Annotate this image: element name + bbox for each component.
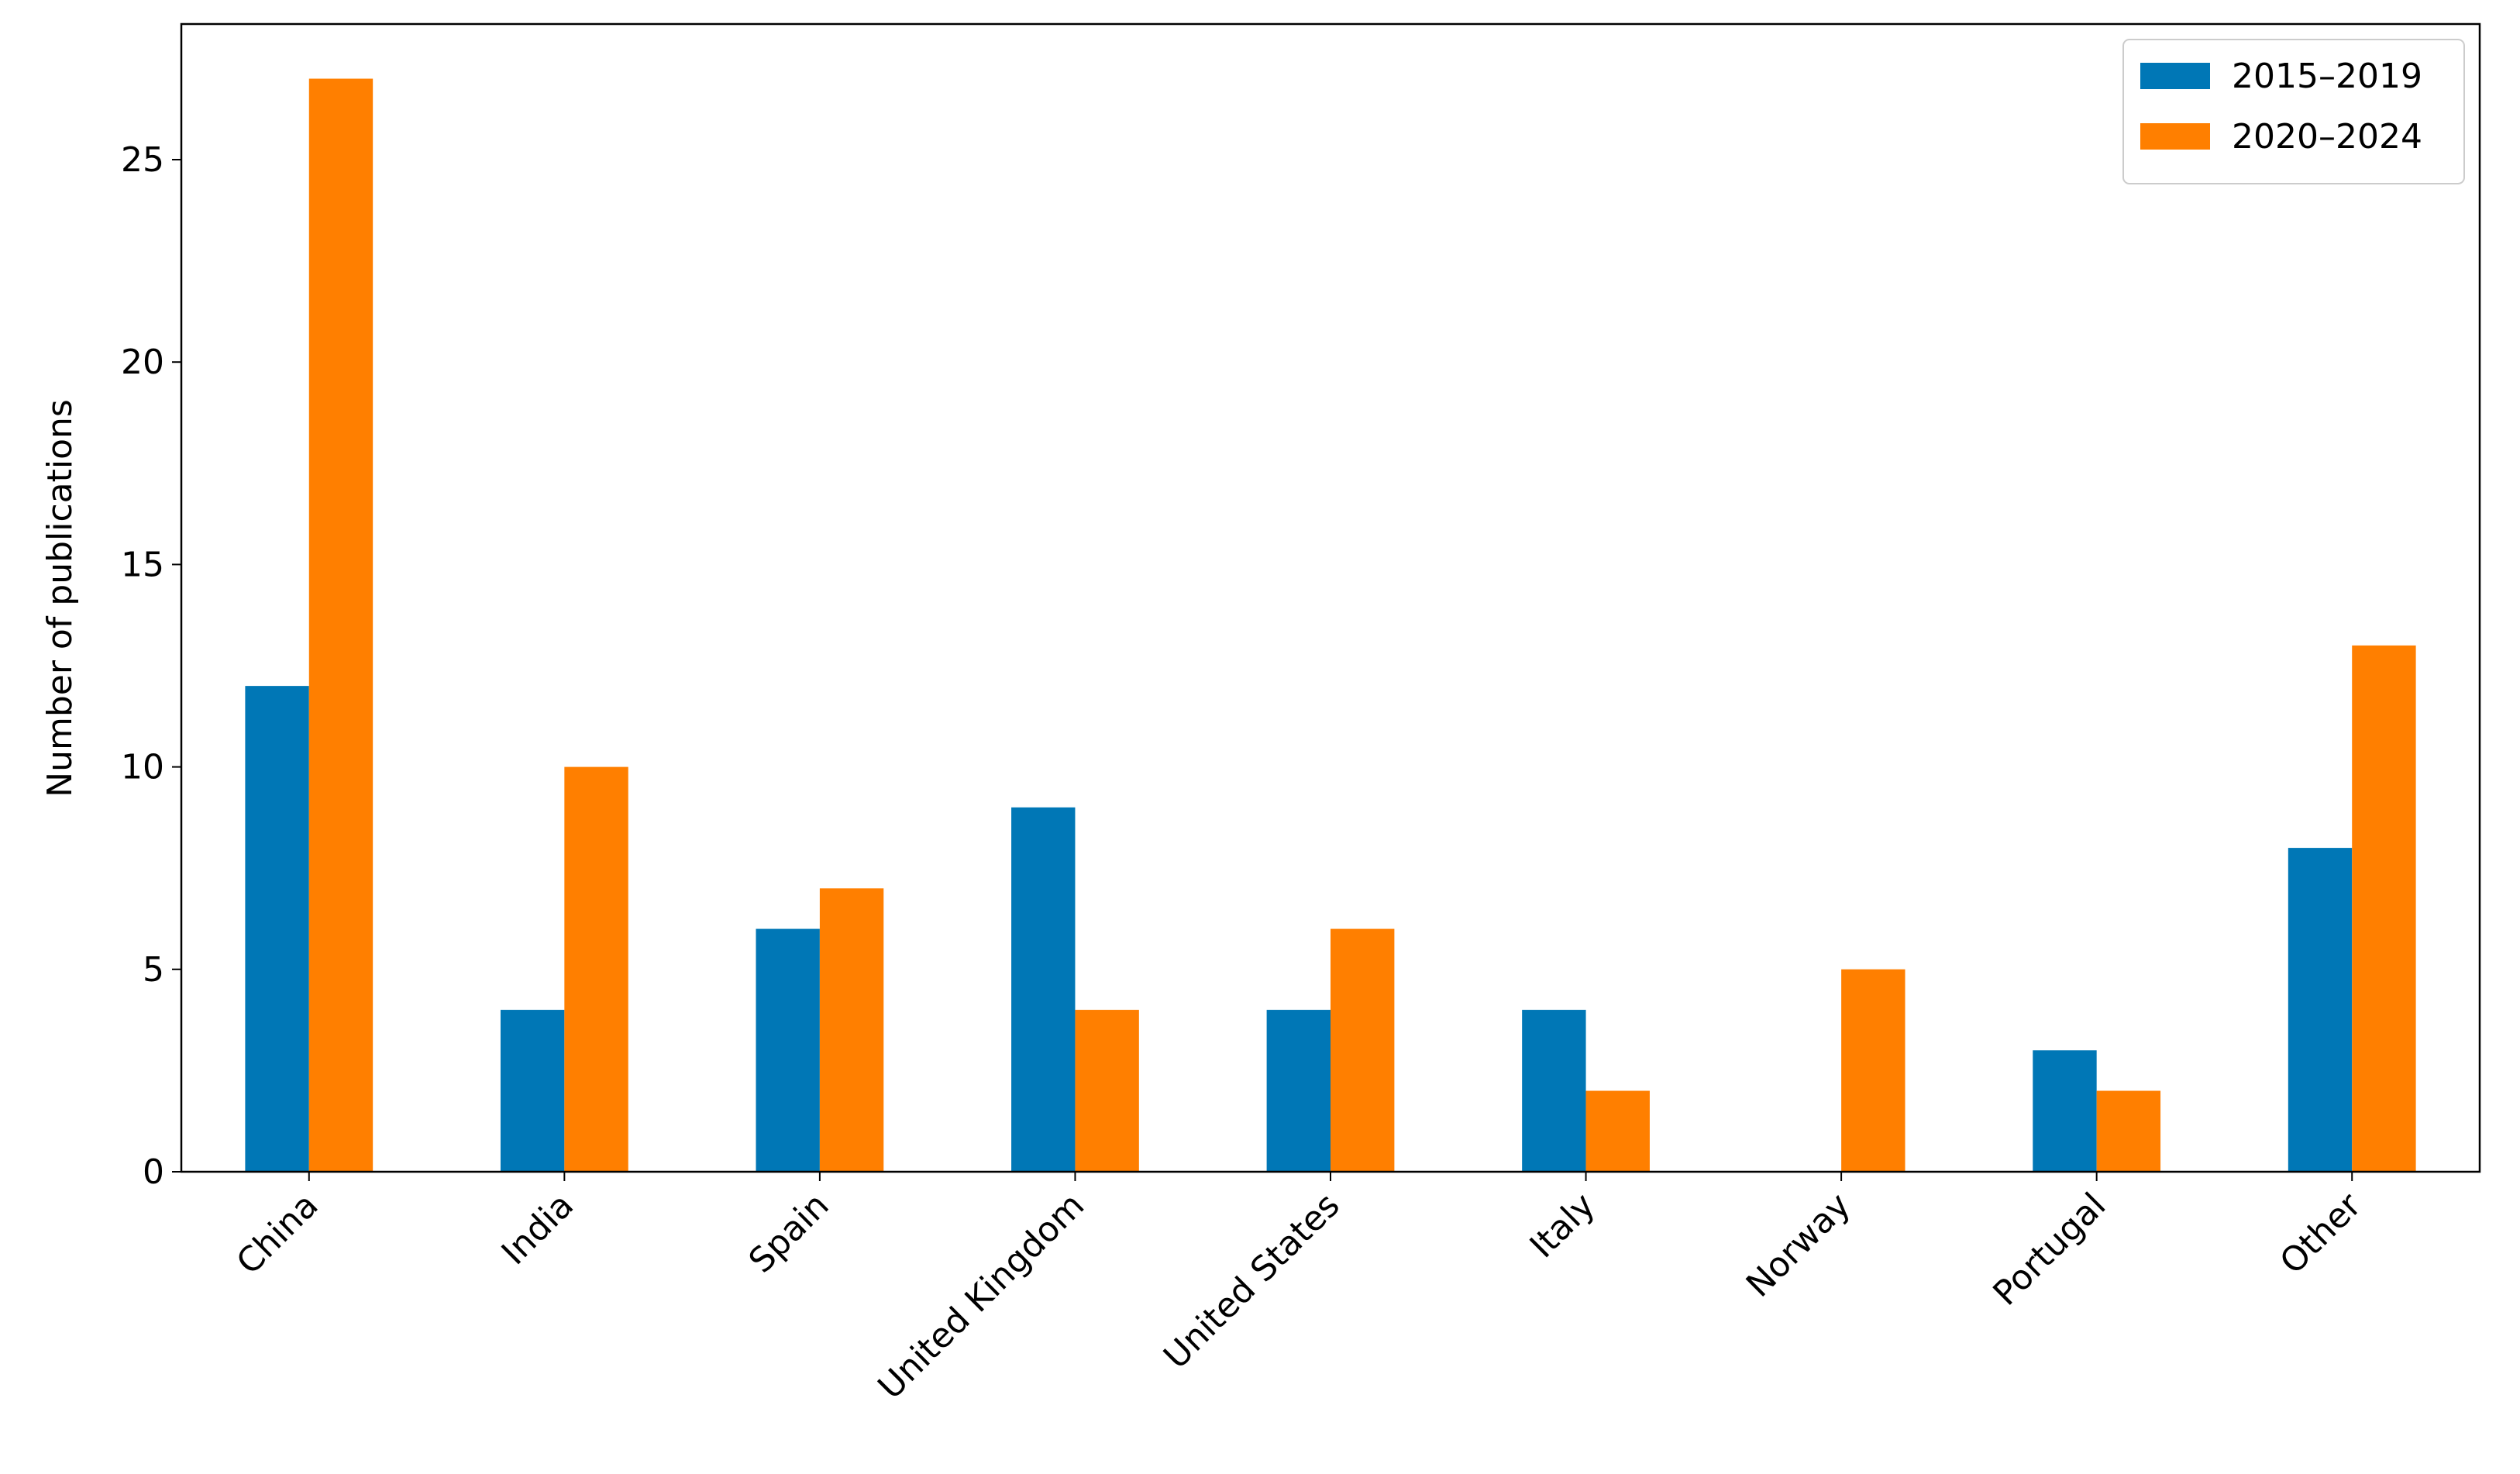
- y-tick-label: 25: [121, 140, 164, 180]
- bar: [2096, 1090, 2161, 1172]
- x-tick-label: India: [494, 1186, 581, 1273]
- x-tick-label: Other: [2273, 1185, 2370, 1282]
- bar: [1266, 1010, 1331, 1172]
- bar: [2352, 645, 2416, 1172]
- plot-frame: [180, 22, 2481, 1173]
- bar: [1331, 928, 1395, 1172]
- bar: [308, 78, 374, 1173]
- bar: [2288, 848, 2353, 1172]
- bar: [1841, 969, 1905, 1172]
- y-tick-label: 10: [121, 748, 164, 787]
- bar: [1075, 1010, 1139, 1172]
- x-tick-label: United States: [1156, 1186, 1348, 1377]
- x-tick-label: Portugal: [1986, 1186, 2114, 1314]
- x-tick-label: Spain: [742, 1186, 837, 1281]
- legend-swatch: [2140, 63, 2210, 89]
- bar: [1522, 1010, 1586, 1172]
- x-tick-label: United Kingdom: [870, 1186, 1092, 1407]
- bar: [756, 928, 820, 1172]
- bar: [819, 888, 884, 1172]
- y-tick-label: 15: [121, 545, 164, 584]
- legend-swatch: [2140, 123, 2210, 150]
- bar: [1585, 1090, 1650, 1172]
- x-tick-label: China: [229, 1186, 326, 1283]
- legend-label: 2015–2019: [2232, 57, 2422, 96]
- bar: [500, 1010, 565, 1172]
- x-tick-label: Norway: [1739, 1186, 1858, 1305]
- bar: [2033, 1050, 2097, 1172]
- bar: [1011, 807, 1076, 1172]
- y-tick-label: 5: [143, 950, 164, 990]
- y-tick-label: 20: [121, 343, 164, 382]
- x-tick-label: Italy: [1523, 1186, 1603, 1266]
- legend: 2015–2019 2020–2024: [2122, 39, 2465, 184]
- bar: [564, 766, 628, 1172]
- y-axis-label: Number of publications: [40, 399, 80, 797]
- legend-label: 2020–2024: [2232, 117, 2422, 157]
- y-tick-label: 0: [143, 1152, 164, 1192]
- bar: [245, 686, 309, 1172]
